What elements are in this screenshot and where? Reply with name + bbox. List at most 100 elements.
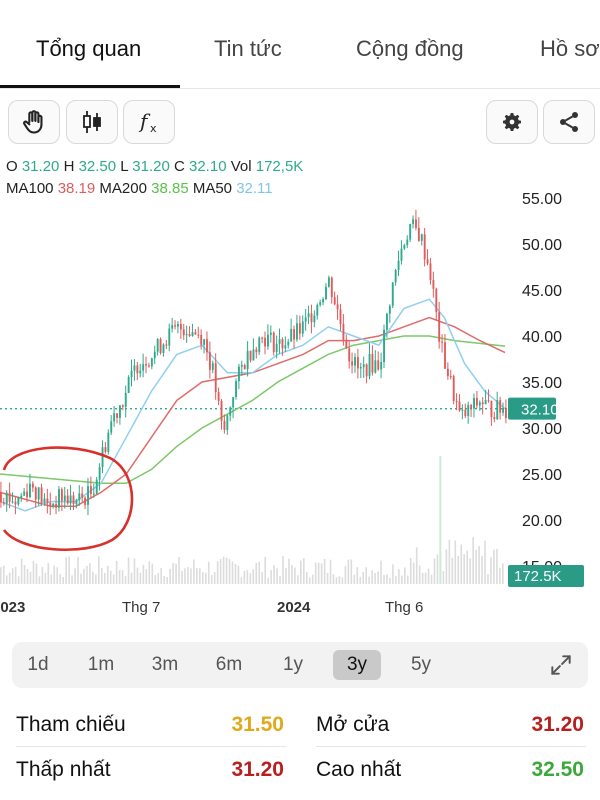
tab-news[interactable]: Tin tức: [214, 36, 282, 61]
active-tab-indicator: [0, 85, 180, 88]
volume-bar: [0, 567, 2, 584]
volume-bar: [273, 565, 275, 584]
x-tick-label: 2024: [277, 599, 311, 616]
candle-body: [118, 405, 121, 418]
candle-body: [179, 323, 182, 330]
volume-bar: [148, 561, 151, 584]
volume-bar: [124, 576, 127, 584]
volume-bar: [362, 571, 365, 584]
indicators-button[interactable]: f x: [123, 100, 175, 144]
candle-body: [92, 493, 95, 495]
volume-bar: [288, 558, 290, 584]
candle-body: [116, 413, 118, 418]
tab-community[interactable]: Cộng đồng: [356, 36, 464, 61]
candlestick-icon: [83, 111, 101, 133]
volume-bar: [56, 567, 59, 584]
candle-body: [316, 304, 319, 316]
candle-body: [168, 328, 171, 346]
candle-body: [290, 329, 293, 342]
ma100-label: MA100: [6, 180, 54, 197]
share-button[interactable]: [543, 100, 595, 144]
volume-bar: [276, 568, 278, 584]
volume-bar: [237, 565, 240, 584]
range-3y[interactable]: 3y: [333, 650, 381, 680]
volume-bar: [14, 566, 17, 584]
volume-bar: [83, 568, 85, 584]
candle-body: [461, 409, 464, 411]
candle-body: [386, 313, 388, 330]
volume-bar: [163, 576, 165, 584]
candle-body: [354, 357, 356, 366]
range-6m[interactable]: 6m: [215, 654, 243, 675]
volume-bar: [243, 570, 246, 584]
candle-body: [37, 487, 40, 500]
candle-body: [208, 352, 211, 370]
volume-bar: [418, 565, 421, 584]
volume-bar: [454, 540, 457, 584]
candle-body: [72, 495, 75, 504]
candle-body: [365, 364, 368, 377]
volume-bar: [380, 560, 382, 584]
volume-bar: [17, 576, 20, 584]
volume-bar: [89, 563, 91, 584]
y-tick-label: 35.00: [522, 375, 562, 392]
candle-body: [281, 339, 284, 349]
chart-type-button[interactable]: [66, 100, 118, 144]
volume-bar: [305, 572, 308, 584]
volume-bar: [404, 567, 406, 584]
range-selector: 1d 1m 3m 6m 1y 3y 5y: [12, 642, 588, 688]
volume-bar: [252, 569, 255, 584]
candle-body: [211, 363, 214, 370]
range-3m[interactable]: 3m: [151, 654, 179, 675]
ma200-label: MA200: [99, 180, 147, 197]
volume-bar: [481, 555, 483, 584]
price-chart[interactable]: 55.00 50.00 45.00 40.00 35.00 30.00 25.00 20.00…: [0, 178, 600, 618]
candle-body: [327, 277, 330, 287]
volume-bar: [103, 572, 106, 584]
volume-bar: [109, 570, 112, 584]
candle-body: [348, 348, 351, 362]
candle-body: [391, 282, 394, 306]
tab-bar: Tổng quan Tin tức Cộng đồng Hồ sơ: [0, 0, 600, 89]
candle-body: [78, 493, 81, 501]
volume-bar: [199, 568, 201, 584]
range-1m[interactable]: 1m: [87, 654, 115, 675]
volume-value: 172,5K: [255, 158, 304, 175]
settings-button[interactable]: [486, 100, 538, 144]
candle-body: [255, 349, 258, 353]
candle-body: [267, 334, 269, 347]
candle-body: [377, 360, 380, 370]
tab-overview[interactable]: Tổng quan: [36, 36, 142, 61]
volume-bar: [50, 574, 53, 584]
volume-bar: [386, 574, 388, 584]
candle-body: [496, 400, 499, 420]
volume-bar: [216, 561, 219, 584]
candle-body: [229, 407, 232, 416]
candle-body: [258, 337, 261, 353]
candle-body: [139, 370, 142, 374]
volume-bar: [484, 540, 486, 584]
volume-bar: [347, 559, 350, 584]
volume-bar: [294, 567, 296, 584]
volume-bar: [406, 575, 409, 584]
drawing-tool-button[interactable]: [8, 100, 60, 144]
volume-bar: [463, 554, 466, 584]
tab-profile[interactable]: Hồ sơ: [540, 36, 600, 61]
candle-body: [214, 363, 217, 393]
range-1y[interactable]: 1y: [282, 654, 304, 675]
volume-bar: [270, 570, 272, 584]
volume-bar: [409, 557, 412, 584]
expand-icon[interactable]: [548, 652, 574, 678]
candle-body: [473, 397, 475, 409]
volume-bar: [279, 576, 281, 584]
range-1d[interactable]: 1d: [27, 654, 49, 675]
volume-bar: [95, 574, 97, 584]
candle-body: [243, 365, 246, 370]
range-5y[interactable]: 5y: [410, 654, 432, 675]
volume-bar: [365, 567, 367, 584]
volume-bar: [421, 572, 424, 584]
candle-body: [484, 400, 487, 405]
ma50-value: 32.11: [236, 180, 273, 197]
candle-body: [356, 357, 359, 369]
candle-body: [55, 503, 58, 508]
